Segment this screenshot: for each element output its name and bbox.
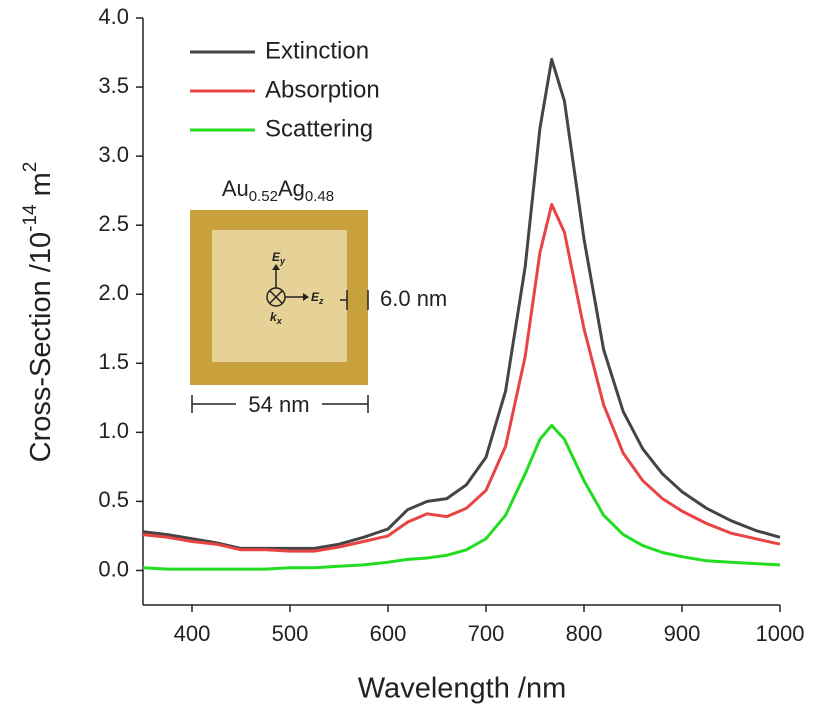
thickness-label: 6.0 nm [380, 286, 447, 311]
y-tick-label: 1.0 [98, 418, 129, 443]
arrow-heads [272, 264, 309, 301]
field-part: y [279, 256, 286, 266]
field-part: x [276, 316, 283, 326]
field-part: E [272, 250, 281, 264]
x-tick-label: 800 [566, 621, 603, 646]
inset: Au0.52Ag0.48 Ey Ez kx 6.0 nm 54 nm [190, 176, 447, 417]
y-axis-label: Cross-Section /10-14 m2 [20, 162, 57, 463]
x-tick-label: 1000 [756, 621, 805, 646]
size-marker [191, 395, 369, 413]
x-tick-label: 600 [370, 621, 407, 646]
field-arrows [269, 268, 305, 304]
field-part: k [270, 310, 278, 324]
material-part: Ag [278, 176, 305, 201]
x-tick-label: 900 [664, 621, 701, 646]
x-tick-label: 700 [468, 621, 505, 646]
legend-label: Absorption [265, 76, 380, 103]
y-tick-label: 3.0 [98, 142, 129, 167]
material-part: Au [222, 176, 249, 201]
y-tick-label: 0.5 [98, 487, 129, 512]
series-line [142, 423, 781, 571]
field-label: Ez [311, 290, 324, 306]
series-line [142, 203, 781, 553]
y-tick-label: 0.0 [98, 556, 129, 581]
y-tick-label: 4.0 [98, 4, 129, 29]
y-label-part: Cross-Section /10 [25, 232, 57, 463]
field-label: kx [270, 310, 283, 326]
material-part: 0.48 [305, 188, 334, 205]
y-tick-label: 1.5 [98, 349, 129, 374]
y-tick-label: 2.0 [98, 280, 129, 305]
material-part: 0.52 [249, 188, 278, 205]
field-label: Ey [272, 250, 286, 266]
field-part: E [311, 290, 320, 304]
x-axis-label: Wavelength /nm [358, 673, 566, 705]
thickness-marker [340, 290, 369, 310]
x-tick-label: 500 [272, 621, 309, 646]
x-tick-label: 400 [174, 621, 211, 646]
y-label-part: -14 [20, 204, 41, 232]
field-part: z [318, 296, 324, 306]
inset-material: Au0.52Ag0.48 [222, 176, 334, 205]
y-tick-label: 2.5 [98, 211, 129, 236]
size-label: 54 nm [248, 392, 309, 417]
y-label-part: 2 [20, 162, 41, 173]
y-tick-label: 3.5 [98, 73, 129, 98]
y-label-part: m [25, 172, 57, 204]
legend-label: Scattering [265, 115, 373, 142]
legend-label: Extinction [265, 37, 369, 64]
core [212, 230, 347, 362]
